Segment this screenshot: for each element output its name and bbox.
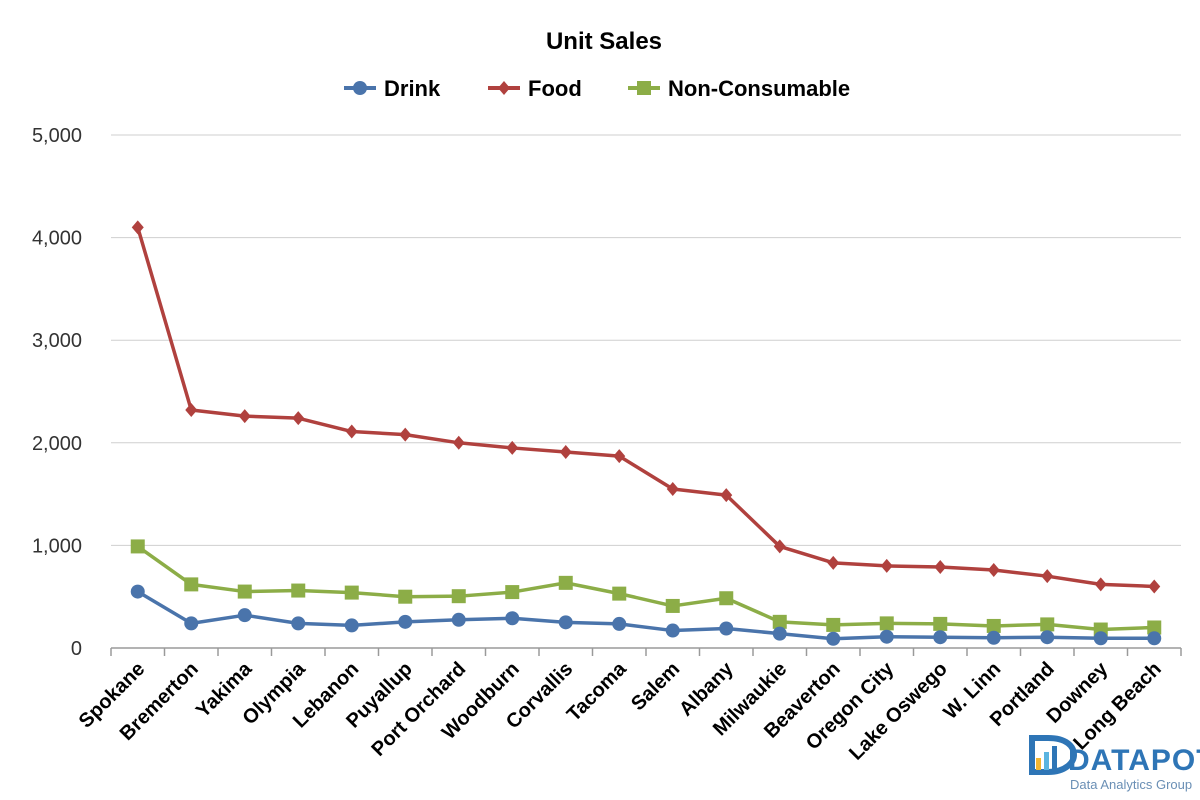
data-point: [505, 585, 520, 600]
data-point: [558, 615, 573, 630]
data-point: [237, 608, 252, 623]
series-line: [136, 226, 1155, 589]
data-point: [827, 555, 840, 570]
data-point: [665, 623, 680, 638]
data-point: [291, 583, 306, 598]
chart-title: Unit Sales: [546, 28, 662, 55]
data-point: [558, 575, 573, 590]
data-point: [130, 584, 145, 599]
data-point: [238, 409, 251, 424]
y-tick-label: 5,000: [32, 125, 82, 147]
logo-brand: DATAPOT: [1068, 744, 1200, 777]
y-tick-label: 2,000: [32, 433, 82, 455]
data-point: [559, 445, 572, 460]
series-line: [136, 544, 1155, 632]
legend-item: Non-Consumable: [628, 76, 850, 101]
data-point: [292, 411, 305, 426]
x-tick-label: Tacoma: [563, 657, 632, 726]
data-point: [505, 611, 520, 626]
data-point: [879, 616, 894, 631]
logo-bar-icon: [1036, 758, 1041, 770]
data-point: [130, 539, 145, 554]
data-point: [665, 598, 680, 613]
data-point: [1041, 569, 1054, 584]
y-axis: 0 1,000 2,000 3,000 4,000 5,000: [32, 125, 82, 660]
data-point: [506, 440, 519, 455]
grid-lines: [111, 134, 1181, 546]
data-point: [451, 612, 466, 627]
data-point: [934, 559, 947, 574]
data-point: [345, 424, 358, 439]
data-point: [1093, 631, 1108, 646]
legend-marker: [353, 81, 367, 95]
data-point: [452, 435, 465, 450]
data-point: [719, 591, 734, 606]
legend-marker: [498, 81, 510, 95]
series-drink: [130, 584, 1162, 646]
y-tick-label: 1,000: [32, 535, 82, 557]
data-point: [987, 563, 1000, 578]
data-point: [773, 539, 786, 554]
data-point: [613, 449, 626, 464]
logo-bar-icon: [1044, 752, 1049, 770]
data-point: [612, 586, 627, 601]
data-point: [451, 589, 466, 604]
data-point: [291, 616, 306, 631]
legend-label: Food: [528, 76, 582, 101]
datapot-logo: DATAPOT Data Analytics Group: [1029, 735, 1200, 792]
data-point: [719, 621, 734, 636]
y-tick-label: 3,000: [32, 330, 82, 352]
data-point: [1040, 617, 1055, 632]
logo-bar-icon: [1052, 746, 1057, 770]
data-point: [880, 558, 893, 573]
legend-label: Non-Consumable: [668, 76, 850, 101]
series-food: [131, 220, 1161, 594]
data-point: [1147, 620, 1162, 635]
series-layer: [130, 220, 1162, 646]
logo-d-icon: [1029, 735, 1078, 775]
data-point: [185, 402, 198, 417]
x-axis: SpokaneBremertonYakimaOlympiaLebanonPuya…: [75, 647, 1182, 765]
series-non-consumable: [130, 539, 1162, 637]
data-point: [826, 617, 841, 632]
legend-item: Food: [488, 76, 582, 101]
data-point: [131, 220, 144, 235]
legend-item: Drink: [344, 76, 441, 101]
data-point: [772, 626, 787, 641]
data-point: [344, 618, 359, 633]
y-tick-label: 4,000: [32, 228, 82, 250]
data-point: [666, 481, 679, 496]
data-point: [879, 629, 894, 644]
data-point: [986, 630, 1001, 645]
series-line: [136, 590, 1155, 641]
data-point: [237, 584, 252, 599]
legend-label: Drink: [384, 76, 441, 101]
data-point: [772, 614, 787, 629]
data-point: [933, 630, 948, 645]
data-point: [398, 589, 413, 604]
x-tick-label: Port Orchard: [368, 658, 471, 761]
data-point: [933, 616, 948, 631]
legend-marker: [637, 81, 651, 95]
data-point: [184, 616, 199, 631]
data-point: [612, 616, 627, 631]
data-point: [826, 631, 841, 646]
logo-tagline: Data Analytics Group: [1070, 777, 1192, 792]
data-point: [986, 618, 1001, 633]
data-point: [1040, 630, 1055, 645]
data-point: [184, 577, 199, 592]
data-point: [1147, 631, 1162, 646]
data-point: [720, 488, 733, 503]
y-tick-label: 0: [71, 638, 82, 660]
data-point: [399, 427, 412, 442]
x-tick-label: Lake Oswego: [845, 658, 952, 765]
data-point: [344, 585, 359, 600]
data-point: [398, 614, 413, 629]
data-point: [1094, 577, 1107, 592]
data-point: [1148, 579, 1161, 594]
chart-legend: Drink Food Non-Consumable: [344, 76, 850, 101]
